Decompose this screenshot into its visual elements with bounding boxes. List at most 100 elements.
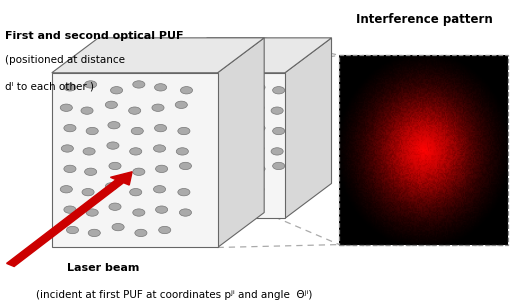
Ellipse shape xyxy=(154,124,167,132)
Ellipse shape xyxy=(167,104,180,111)
Ellipse shape xyxy=(133,81,145,88)
Ellipse shape xyxy=(133,209,145,216)
Ellipse shape xyxy=(232,209,244,216)
Ellipse shape xyxy=(178,128,190,135)
Ellipse shape xyxy=(253,84,265,91)
Ellipse shape xyxy=(169,124,181,132)
Ellipse shape xyxy=(207,183,220,190)
Ellipse shape xyxy=(64,124,76,132)
Ellipse shape xyxy=(82,188,94,196)
Ellipse shape xyxy=(188,81,200,88)
Text: (incident at first PUF at coordinates pʲⁱ and angle  Θʲⁱ): (incident at first PUF at coordinates pʲ… xyxy=(36,290,313,300)
Ellipse shape xyxy=(107,142,119,149)
Ellipse shape xyxy=(180,87,193,94)
Ellipse shape xyxy=(252,186,264,193)
Polygon shape xyxy=(161,38,332,73)
Text: Interference pattern: Interference pattern xyxy=(356,13,493,26)
Ellipse shape xyxy=(64,165,76,172)
Ellipse shape xyxy=(252,104,264,111)
Ellipse shape xyxy=(112,224,124,231)
Ellipse shape xyxy=(167,145,180,152)
Ellipse shape xyxy=(186,148,199,155)
Ellipse shape xyxy=(179,162,192,169)
Ellipse shape xyxy=(131,128,143,135)
Ellipse shape xyxy=(86,209,98,216)
Ellipse shape xyxy=(232,81,244,88)
Ellipse shape xyxy=(66,226,79,234)
Ellipse shape xyxy=(152,104,164,111)
Ellipse shape xyxy=(167,186,180,193)
Ellipse shape xyxy=(272,87,285,94)
Ellipse shape xyxy=(64,206,76,213)
Ellipse shape xyxy=(232,128,244,135)
Ellipse shape xyxy=(105,183,118,190)
Ellipse shape xyxy=(105,101,118,109)
Bar xyxy=(339,55,508,244)
Ellipse shape xyxy=(84,168,97,176)
Ellipse shape xyxy=(272,162,285,169)
Ellipse shape xyxy=(271,107,283,114)
Ellipse shape xyxy=(175,101,188,109)
Ellipse shape xyxy=(159,226,171,234)
Ellipse shape xyxy=(188,209,200,216)
Text: (positioned at distance: (positioned at distance xyxy=(5,55,125,65)
Ellipse shape xyxy=(169,84,181,91)
Ellipse shape xyxy=(186,107,199,114)
Ellipse shape xyxy=(155,165,168,172)
Ellipse shape xyxy=(109,203,121,210)
Ellipse shape xyxy=(153,145,166,152)
Ellipse shape xyxy=(135,229,147,237)
Ellipse shape xyxy=(186,188,199,196)
Ellipse shape xyxy=(188,168,200,176)
Ellipse shape xyxy=(130,148,142,155)
Ellipse shape xyxy=(83,148,95,155)
Ellipse shape xyxy=(84,81,97,88)
Ellipse shape xyxy=(253,124,265,132)
Ellipse shape xyxy=(231,188,243,196)
Ellipse shape xyxy=(88,229,100,237)
Text: dᴵ to each other ): dᴵ to each other ) xyxy=(5,82,94,92)
Ellipse shape xyxy=(81,107,93,114)
Ellipse shape xyxy=(108,122,120,129)
Ellipse shape xyxy=(86,128,98,135)
Ellipse shape xyxy=(153,186,166,193)
Ellipse shape xyxy=(188,128,200,135)
Ellipse shape xyxy=(209,203,221,210)
Polygon shape xyxy=(52,73,218,248)
Ellipse shape xyxy=(60,104,73,111)
Polygon shape xyxy=(52,38,264,73)
Ellipse shape xyxy=(109,162,121,169)
Ellipse shape xyxy=(209,122,221,129)
Ellipse shape xyxy=(231,107,243,114)
FancyArrow shape xyxy=(7,172,132,266)
Polygon shape xyxy=(218,38,264,248)
Ellipse shape xyxy=(130,188,142,196)
Polygon shape xyxy=(161,73,285,218)
Ellipse shape xyxy=(128,107,141,114)
Ellipse shape xyxy=(110,87,123,94)
Ellipse shape xyxy=(253,165,265,172)
Ellipse shape xyxy=(252,145,264,152)
Ellipse shape xyxy=(133,168,145,176)
Polygon shape xyxy=(285,38,332,218)
Ellipse shape xyxy=(155,206,168,213)
Text: First and second optical PUF: First and second optical PUF xyxy=(5,31,184,40)
Text: Laser beam: Laser beam xyxy=(67,263,140,274)
Ellipse shape xyxy=(179,209,192,216)
Ellipse shape xyxy=(61,145,74,152)
Ellipse shape xyxy=(209,84,221,91)
Ellipse shape xyxy=(64,84,76,91)
Ellipse shape xyxy=(232,168,244,176)
Ellipse shape xyxy=(154,84,167,91)
Ellipse shape xyxy=(271,148,283,155)
Ellipse shape xyxy=(231,148,243,155)
Ellipse shape xyxy=(176,148,189,155)
Ellipse shape xyxy=(169,165,181,172)
Ellipse shape xyxy=(207,101,220,109)
Ellipse shape xyxy=(178,188,190,196)
Ellipse shape xyxy=(207,142,220,149)
Ellipse shape xyxy=(272,128,285,135)
Ellipse shape xyxy=(209,162,221,169)
Ellipse shape xyxy=(169,206,181,213)
Ellipse shape xyxy=(60,186,73,193)
